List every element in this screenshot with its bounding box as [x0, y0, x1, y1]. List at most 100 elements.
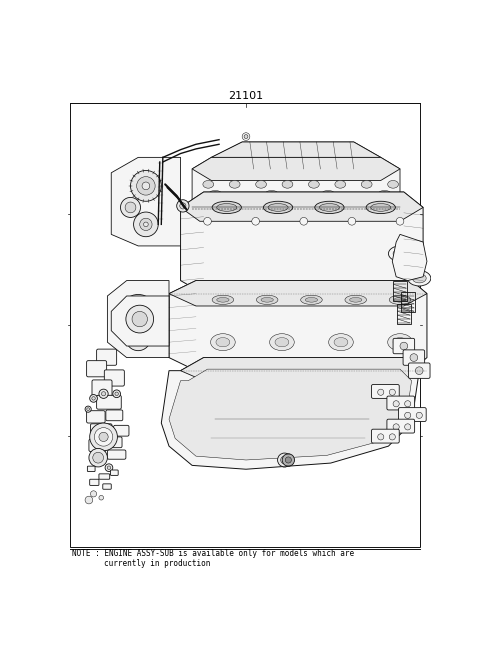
- Ellipse shape: [211, 334, 235, 351]
- Ellipse shape: [388, 334, 412, 351]
- Ellipse shape: [269, 192, 275, 195]
- Circle shape: [281, 456, 288, 464]
- Circle shape: [126, 326, 151, 351]
- Bar: [71, 104, 420, 547]
- Circle shape: [277, 453, 291, 467]
- FancyBboxPatch shape: [90, 479, 99, 486]
- FancyBboxPatch shape: [387, 419, 415, 433]
- Ellipse shape: [394, 298, 406, 302]
- Circle shape: [121, 294, 155, 328]
- Circle shape: [378, 434, 384, 440]
- Polygon shape: [192, 158, 400, 181]
- FancyBboxPatch shape: [99, 474, 110, 479]
- Circle shape: [127, 301, 149, 322]
- FancyBboxPatch shape: [89, 439, 106, 451]
- Circle shape: [131, 331, 145, 346]
- Circle shape: [252, 217, 260, 225]
- FancyBboxPatch shape: [86, 361, 107, 377]
- Ellipse shape: [345, 295, 367, 304]
- Circle shape: [405, 401, 411, 407]
- Circle shape: [285, 457, 291, 463]
- Circle shape: [177, 200, 189, 212]
- Ellipse shape: [268, 204, 288, 212]
- Text: 21101: 21101: [228, 91, 264, 101]
- Circle shape: [242, 133, 250, 141]
- Ellipse shape: [319, 204, 339, 212]
- Circle shape: [140, 218, 152, 231]
- Circle shape: [93, 452, 104, 463]
- Circle shape: [115, 392, 119, 396]
- FancyBboxPatch shape: [393, 338, 415, 353]
- Bar: [401, 292, 415, 312]
- Polygon shape: [392, 235, 427, 281]
- Circle shape: [348, 217, 356, 225]
- FancyBboxPatch shape: [92, 380, 112, 396]
- Ellipse shape: [309, 181, 319, 188]
- Polygon shape: [169, 369, 411, 460]
- Circle shape: [400, 342, 408, 350]
- Circle shape: [96, 457, 101, 463]
- FancyBboxPatch shape: [96, 396, 121, 409]
- Circle shape: [89, 449, 108, 467]
- Circle shape: [90, 423, 118, 451]
- Circle shape: [144, 222, 148, 227]
- FancyBboxPatch shape: [90, 424, 112, 436]
- Polygon shape: [169, 281, 427, 306]
- Ellipse shape: [256, 181, 266, 188]
- Circle shape: [90, 395, 97, 402]
- FancyBboxPatch shape: [372, 384, 399, 398]
- Circle shape: [93, 455, 104, 465]
- Polygon shape: [211, 142, 381, 177]
- Circle shape: [282, 454, 295, 466]
- Circle shape: [133, 212, 158, 237]
- Circle shape: [101, 392, 106, 396]
- FancyBboxPatch shape: [103, 484, 111, 489]
- Circle shape: [137, 177, 155, 195]
- Circle shape: [87, 408, 90, 411]
- FancyBboxPatch shape: [398, 407, 426, 422]
- Circle shape: [94, 428, 113, 446]
- FancyBboxPatch shape: [96, 349, 117, 365]
- Ellipse shape: [265, 191, 278, 196]
- Ellipse shape: [371, 204, 391, 212]
- Circle shape: [416, 412, 422, 419]
- Ellipse shape: [270, 334, 294, 351]
- Ellipse shape: [315, 201, 344, 214]
- Ellipse shape: [275, 338, 289, 347]
- Polygon shape: [180, 192, 423, 221]
- FancyBboxPatch shape: [86, 411, 105, 423]
- Polygon shape: [180, 192, 423, 294]
- Circle shape: [99, 389, 108, 398]
- Circle shape: [300, 217, 308, 225]
- Circle shape: [393, 424, 399, 430]
- Circle shape: [132, 311, 147, 327]
- Ellipse shape: [203, 181, 214, 188]
- FancyBboxPatch shape: [114, 425, 129, 436]
- Polygon shape: [111, 158, 180, 246]
- Ellipse shape: [217, 298, 229, 302]
- Circle shape: [113, 390, 120, 397]
- FancyBboxPatch shape: [104, 370, 124, 386]
- Ellipse shape: [366, 201, 396, 214]
- FancyBboxPatch shape: [102, 437, 122, 447]
- Ellipse shape: [300, 295, 322, 304]
- Text: NOTE : ENGINE ASSY-SUB is available only for models which are: NOTE : ENGINE ASSY-SUB is available only…: [72, 549, 354, 558]
- Polygon shape: [169, 281, 427, 371]
- Circle shape: [105, 464, 113, 472]
- Circle shape: [389, 389, 396, 396]
- Ellipse shape: [229, 181, 240, 188]
- Polygon shape: [108, 281, 169, 357]
- Ellipse shape: [212, 295, 234, 304]
- Ellipse shape: [212, 192, 218, 195]
- Polygon shape: [111, 296, 169, 346]
- Ellipse shape: [322, 191, 334, 196]
- FancyBboxPatch shape: [110, 470, 118, 476]
- Circle shape: [85, 406, 91, 412]
- FancyBboxPatch shape: [106, 410, 123, 420]
- Ellipse shape: [388, 181, 398, 188]
- FancyBboxPatch shape: [372, 429, 399, 443]
- FancyBboxPatch shape: [87, 466, 95, 472]
- Ellipse shape: [393, 338, 407, 347]
- FancyBboxPatch shape: [387, 396, 415, 410]
- Circle shape: [244, 135, 248, 139]
